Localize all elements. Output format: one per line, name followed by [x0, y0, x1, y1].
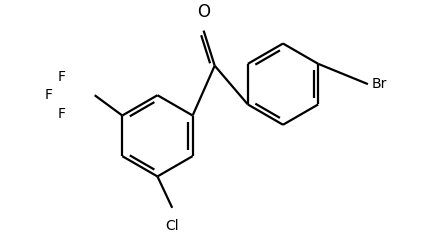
- Text: F: F: [45, 88, 52, 102]
- Text: F: F: [57, 107, 65, 121]
- Text: Br: Br: [372, 77, 387, 91]
- Text: O: O: [197, 3, 210, 21]
- Text: Cl: Cl: [165, 219, 179, 233]
- Text: F: F: [57, 70, 65, 84]
